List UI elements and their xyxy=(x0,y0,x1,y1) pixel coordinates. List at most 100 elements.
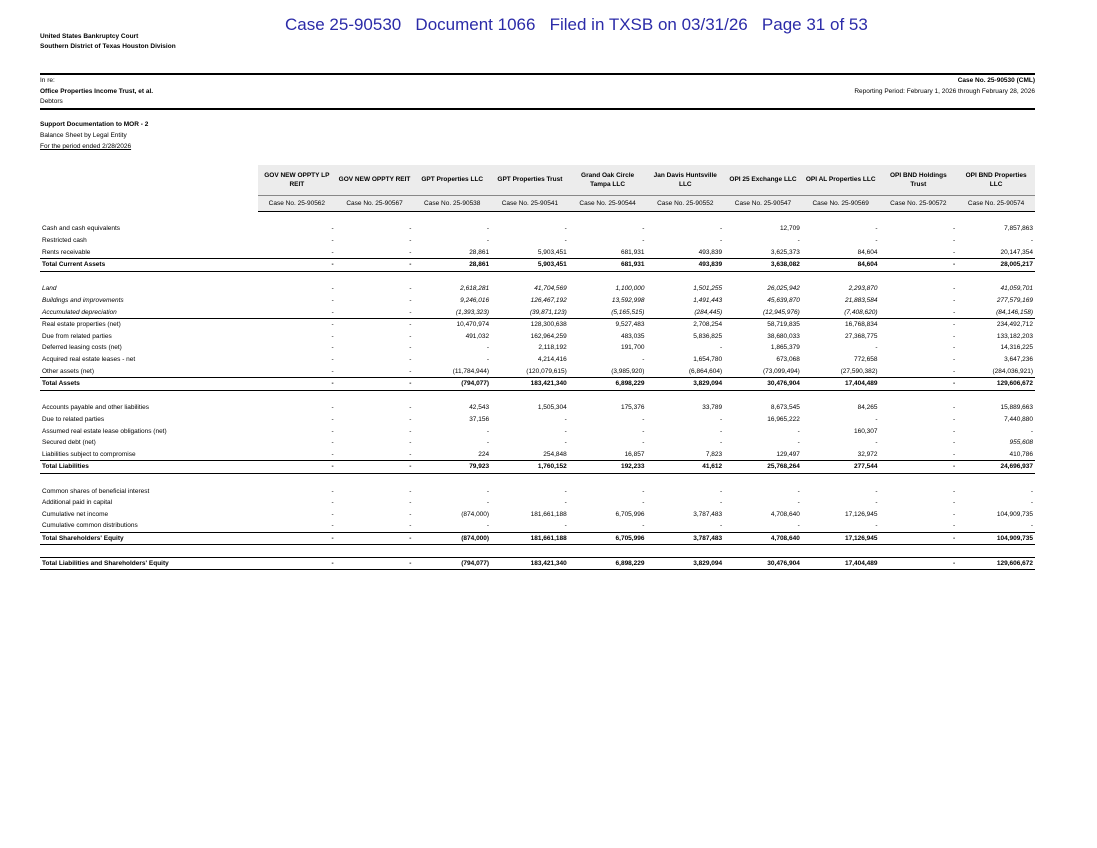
spacer xyxy=(40,545,1035,558)
cell: 191,700 xyxy=(620,344,645,352)
cell: - xyxy=(409,225,412,233)
cell: 41,059,701 xyxy=(1000,285,1033,293)
cell: - xyxy=(486,487,490,495)
cell: - xyxy=(564,499,567,507)
case-row: Case No. 25-90562 Case No. 25-90567 Case N… xyxy=(40,194,1035,213)
cell: - xyxy=(331,487,334,495)
cell: 41,704,569 xyxy=(534,285,567,293)
cell: - xyxy=(331,439,334,447)
cell: 37,156 xyxy=(469,415,490,423)
cell: - xyxy=(879,306,958,319)
column-case: Case No. 25-90574 xyxy=(957,194,1035,213)
cell: (5,165,515) xyxy=(568,306,647,319)
row-label: Buildings and improvements xyxy=(42,297,124,305)
cell: 42,543 xyxy=(469,404,490,412)
cell: 3,787,483 xyxy=(646,531,725,546)
filing-stamp: Case 25-90530 Document 1066 Filed in TXS… xyxy=(285,15,868,34)
cell: - xyxy=(258,531,336,546)
table-row: Liabilities subject to compromise - - 224 25… xyxy=(40,448,1035,460)
cell: (120,079,615) xyxy=(526,367,567,375)
cell: - xyxy=(953,297,956,305)
row-label: Rents receivable xyxy=(42,248,91,256)
cell: - xyxy=(642,356,645,364)
cell: - xyxy=(409,415,412,423)
cell: - xyxy=(879,531,958,546)
cell: 6,705,996 xyxy=(568,531,647,546)
table-row: Real estate properties (net) - - 10,470,974… xyxy=(40,318,1035,330)
column-header: GPT Properties LLC xyxy=(413,165,492,196)
cell: 5,903,451 xyxy=(491,257,569,272)
row-label: Accumulated depreciation xyxy=(40,306,259,319)
cell: - xyxy=(409,356,412,364)
cell: - xyxy=(953,427,956,435)
cell: 493,839 xyxy=(698,248,723,256)
cell: 483,035 xyxy=(620,332,645,340)
cell: 32,972 xyxy=(857,450,878,458)
cell: - xyxy=(642,439,645,447)
cell: 4,708,640 xyxy=(724,531,802,546)
cell: 26,025,942 xyxy=(767,285,800,293)
cell: - xyxy=(409,499,412,507)
table-row: Cash and cash equivalents - - - - - - 12,709 - - 7… xyxy=(40,223,1035,235)
row-label: Total Liabilities and Shareholders' Equi… xyxy=(40,556,259,571)
cell: 17,126,945 xyxy=(844,510,878,518)
cell: - xyxy=(1030,499,1033,507)
cell: - xyxy=(642,415,645,423)
table-row: Due from related parties - - 491,032 162,964… xyxy=(40,331,1035,343)
cell: - xyxy=(409,344,412,352)
cell: 192,233 xyxy=(568,460,647,474)
cell: - xyxy=(953,356,956,364)
row-label: Other assets (net) xyxy=(42,367,95,375)
cell: - xyxy=(797,487,800,495)
column-header: OPI BND Properties LLC xyxy=(957,165,1035,196)
cell: 2,618,281 xyxy=(460,285,490,293)
cell: 9,246,016 xyxy=(460,297,490,305)
row-label: Cumulative common distributions xyxy=(40,520,259,533)
cell: 681,931 xyxy=(620,248,645,256)
cell: 129,497 xyxy=(776,450,800,458)
row-label: Total Liabilities xyxy=(40,460,259,474)
cell: 126,467,192 xyxy=(530,297,567,305)
cell: 20,147,354 xyxy=(1000,248,1033,256)
table-row: Assumed real estate lease obligations (n… xyxy=(40,425,1035,437)
row-label: Total Shareholders' Equity xyxy=(40,531,259,546)
cell: - xyxy=(642,427,645,435)
column-case: Case No. 25-90562 xyxy=(258,194,336,213)
cell: 254,848 xyxy=(543,450,567,458)
court-name: United States Bankruptcy Court xyxy=(40,33,139,40)
cell: 84,604 xyxy=(801,257,880,272)
cell: 955,608 xyxy=(1009,439,1034,447)
cell: - xyxy=(331,356,334,364)
cell: (284,445) xyxy=(646,306,725,319)
row-label: Liabilities subject to compromise xyxy=(42,450,136,458)
cell: - xyxy=(564,237,567,245)
section-subtitle: Balance Sheet by Legal Entity xyxy=(40,132,127,139)
balance-sheet-table: GOV NEW OPPTY LP REIT GOV NEW OPPTY REIT G… xyxy=(40,165,1035,571)
cell: - xyxy=(953,285,956,293)
cell: - xyxy=(953,415,956,423)
cell: (11,784,944) xyxy=(452,367,490,375)
cell: 493,839 xyxy=(646,257,725,272)
cell: - xyxy=(258,306,336,319)
cell: - xyxy=(642,225,645,233)
cell: - xyxy=(486,237,490,245)
cell: - xyxy=(875,499,878,507)
cell: - xyxy=(331,237,334,245)
cell: - xyxy=(486,344,490,352)
cell: - xyxy=(719,225,723,233)
row-label: Restricted cash xyxy=(42,237,87,245)
column-header: OPI AL Properties LLC xyxy=(801,165,880,196)
row-label: Additional paid in capital xyxy=(42,499,113,507)
cell: 7,823 xyxy=(705,450,723,458)
cell: - xyxy=(409,404,412,412)
table-row: Total Liabilities and Shareholders' Equi… xyxy=(40,556,1035,571)
table-row: Cumulative net income - - (874,000) 181,661,… xyxy=(40,508,1035,520)
cell: 13,592,998 xyxy=(611,297,645,305)
table-row: Due to related parties - - 37,156 - - - 16,965,… xyxy=(40,414,1035,426)
cell: - xyxy=(331,332,334,340)
cell: 491,032 xyxy=(465,332,490,340)
debtors: Debtors xyxy=(40,98,63,105)
cell: 1,654,780 xyxy=(693,356,723,364)
cell: 3,647,236 xyxy=(1004,356,1033,364)
